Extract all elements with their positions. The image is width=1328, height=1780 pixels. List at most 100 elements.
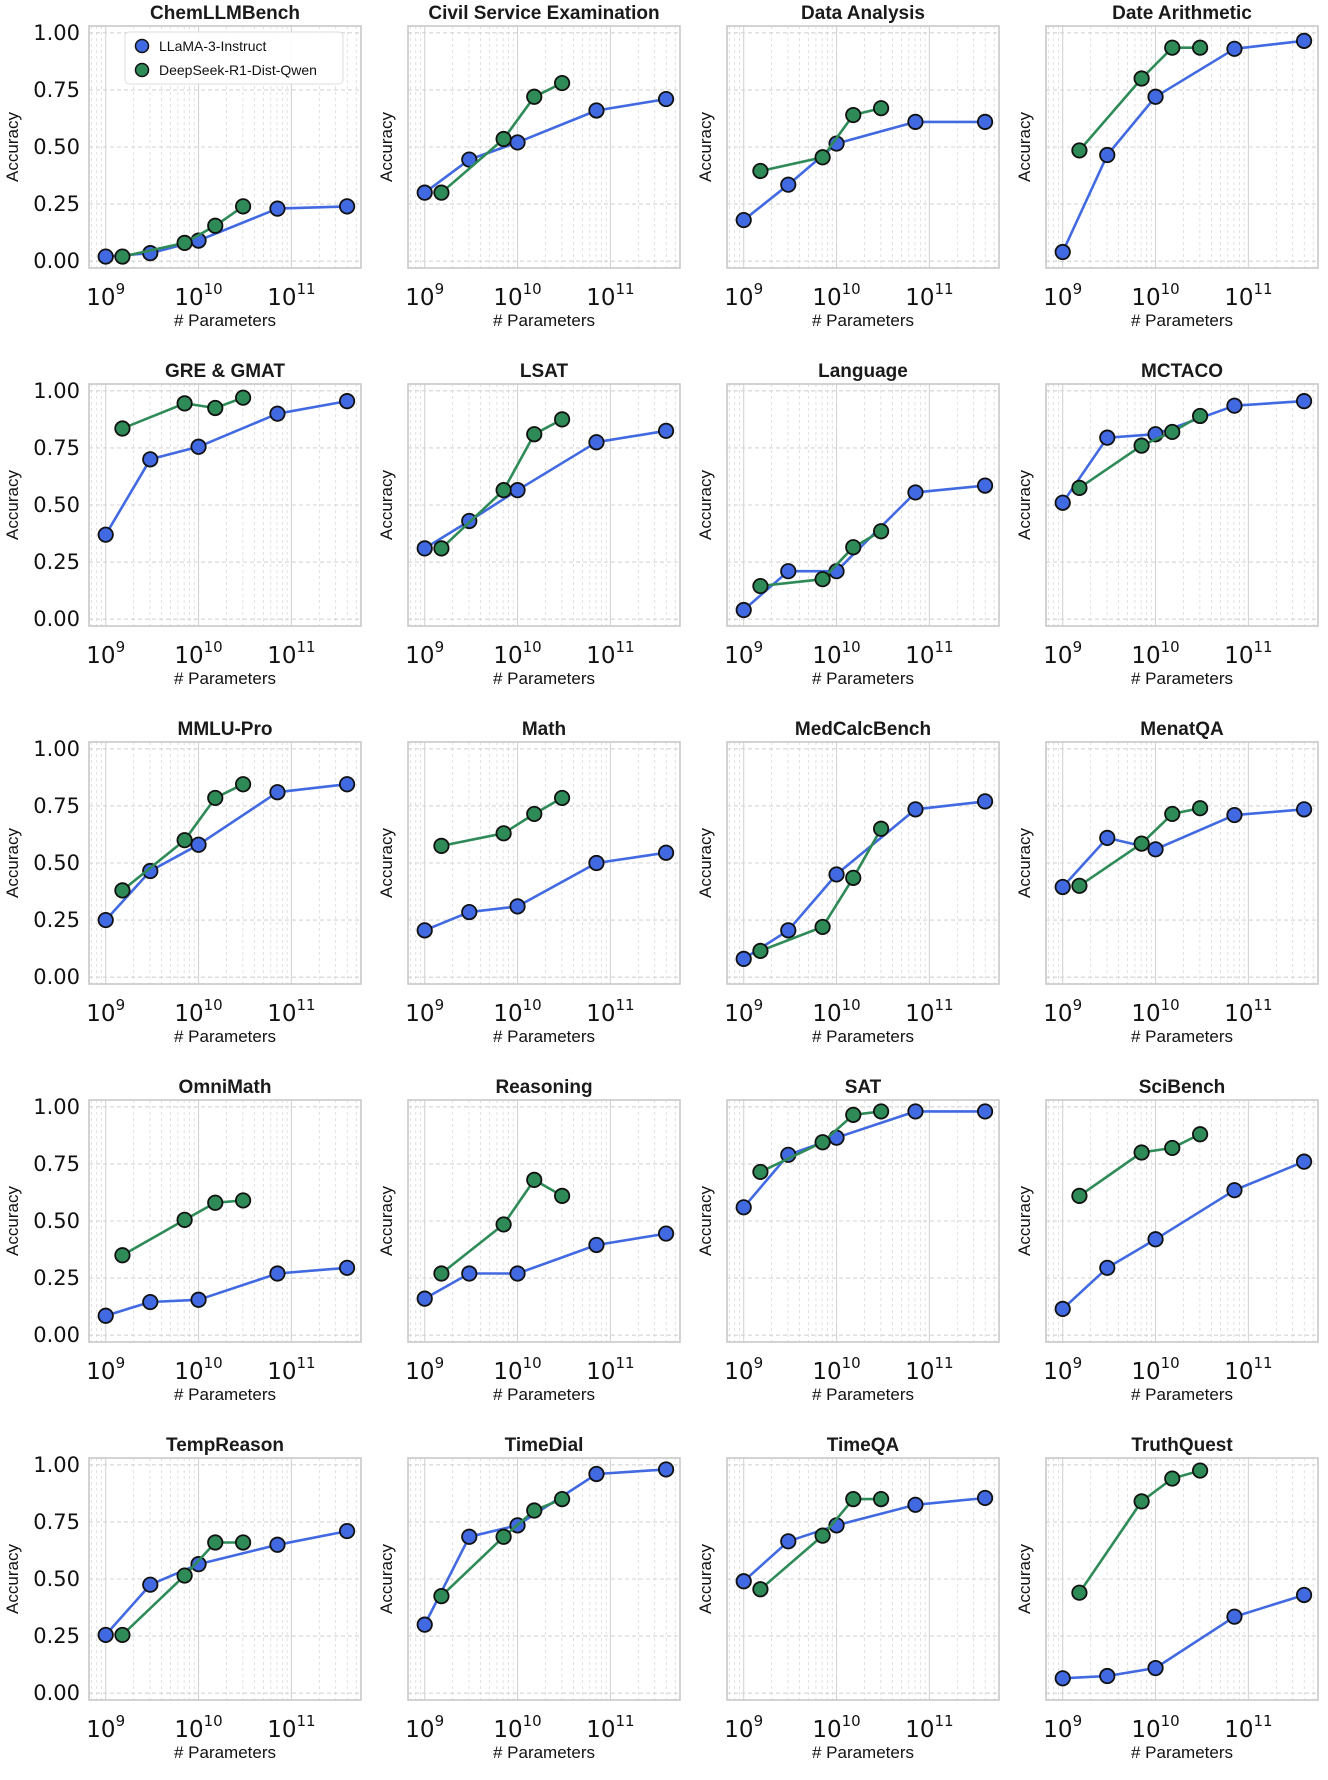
y-axis-label: Accuracy — [1015, 1186, 1034, 1256]
x-tick-base: 10 — [586, 285, 615, 311]
legend-box — [124, 31, 344, 85]
x-tick-label: 1010 — [812, 996, 860, 1027]
qwen-point — [1164, 1139, 1181, 1157]
x-tick-exponent: 10 — [842, 996, 861, 1014]
axes-frame — [88, 1457, 362, 1701]
llama-line — [423, 1468, 667, 1626]
x-tick-label: 109 — [1043, 996, 1082, 1027]
y-axis-label: Accuracy — [377, 112, 396, 182]
axes-frame — [88, 25, 362, 269]
y-tick-label: 1.00 — [33, 1095, 80, 1119]
x-tick-exponent: 9 — [754, 638, 764, 656]
axes-frame — [726, 1099, 1000, 1343]
llama-point — [1226, 397, 1243, 414]
x-tick-base: 10 — [1131, 1717, 1160, 1743]
x-tick-label: 1010 — [812, 1712, 860, 1743]
y-tick-label: 1.00 — [33, 1453, 80, 1477]
panel-title: MMLU-Pro — [178, 719, 273, 740]
llama-point — [1099, 829, 1116, 846]
qwen-point — [495, 482, 512, 499]
qwen-point — [433, 837, 450, 854]
llama-point — [907, 484, 924, 501]
qwen-point — [554, 74, 571, 92]
llama-point — [907, 113, 924, 130]
x-tick-label: 1011 — [586, 1712, 634, 1743]
llama-point — [269, 200, 286, 217]
grid — [89, 26, 361, 268]
qwen-line — [759, 1110, 882, 1174]
x-tick-label: 1010 — [1131, 1354, 1179, 1385]
x-tick-exponent: 9 — [754, 280, 764, 298]
x-axis-label: # Parameters — [493, 311, 595, 330]
x-tick-label: 1010 — [812, 280, 860, 311]
x-tick-base: 10 — [405, 1001, 434, 1027]
x-tick-label: 1010 — [1131, 996, 1179, 1027]
qwen-point — [873, 523, 890, 540]
llama-point — [588, 434, 605, 451]
qwen-point — [1133, 70, 1150, 87]
x-axis-label: # Parameters — [1131, 311, 1233, 330]
x-tick-exponent: 11 — [934, 1712, 953, 1730]
x-tick-label: 1011 — [586, 996, 634, 1027]
x-tick-base: 10 — [812, 643, 841, 669]
grid — [408, 742, 680, 984]
llama-point — [588, 1236, 605, 1254]
x-tick-base: 10 — [586, 1001, 615, 1027]
x-tick-base: 10 — [267, 1717, 296, 1743]
x-tick-label: 109 — [724, 638, 763, 669]
qwen-point — [114, 420, 131, 437]
qwen-point — [752, 1581, 769, 1598]
x-tick-base: 10 — [1131, 285, 1160, 311]
axes-frame — [88, 741, 362, 985]
qwen-line — [440, 1178, 563, 1275]
x-tick-base: 10 — [405, 1717, 434, 1743]
x-tick-base: 10 — [724, 285, 753, 311]
x-tick-label: 1010 — [493, 1712, 541, 1743]
x-tick-label: 1011 — [905, 1712, 953, 1743]
llama-point — [588, 1465, 605, 1483]
qwen-point — [495, 1216, 512, 1233]
x-tick-label: 1010 — [1131, 280, 1179, 311]
qwen-point — [752, 162, 769, 180]
qwen-point — [176, 1211, 193, 1228]
x-tick-exponent: 9 — [435, 996, 445, 1014]
qwen-point — [235, 776, 252, 793]
x-tick-label: 1010 — [1131, 1712, 1179, 1743]
x-tick-exponent: 10 — [1161, 996, 1180, 1014]
x-tick-base: 10 — [493, 1717, 522, 1743]
qwen-line — [122, 205, 244, 258]
x-tick-base: 10 — [1224, 1717, 1253, 1743]
llama-point — [97, 1307, 114, 1324]
llama-point — [657, 844, 675, 861]
panel-chemllmbench: ChemLLMBench 0.00 0.25 0.50 0.75 1.00 Accuracy… — [3, 3, 362, 330]
x-tick-exponent: 9 — [435, 1712, 445, 1730]
qwen-point — [235, 1192, 252, 1209]
grid — [408, 1458, 680, 1700]
x-tick-exponent: 9 — [435, 638, 445, 656]
llama-point — [1054, 878, 1071, 896]
y-axis-label: Accuracy — [3, 470, 22, 540]
panel-tempreason: TempReason 0.00 0.25 0.50 0.75 1.00 Accuracy 10… — [3, 1435, 362, 1762]
x-tick-exponent: 10 — [523, 638, 542, 656]
y-tick-label: 0.00 — [33, 1681, 80, 1705]
x-tick-exponent: 11 — [934, 996, 953, 1014]
llama-point — [1147, 841, 1164, 858]
panel-title: OmniMath — [179, 1077, 272, 1098]
llama-point — [735, 1573, 752, 1590]
x-tick-exponent: 11 — [615, 638, 634, 656]
qwen-point — [526, 805, 543, 823]
x-tick-label: 1010 — [493, 638, 541, 669]
x-tick-exponent: 11 — [296, 1712, 315, 1730]
legend-marker — [134, 38, 150, 54]
x-tick-label: 1010 — [174, 1712, 222, 1743]
qwen-line — [759, 828, 883, 953]
x-tick-label: 1011 — [1224, 280, 1272, 311]
qwen-point — [235, 198, 252, 215]
panel-title: TruthQuest — [1131, 1435, 1233, 1456]
x-tick-label: 1010 — [174, 1354, 222, 1385]
